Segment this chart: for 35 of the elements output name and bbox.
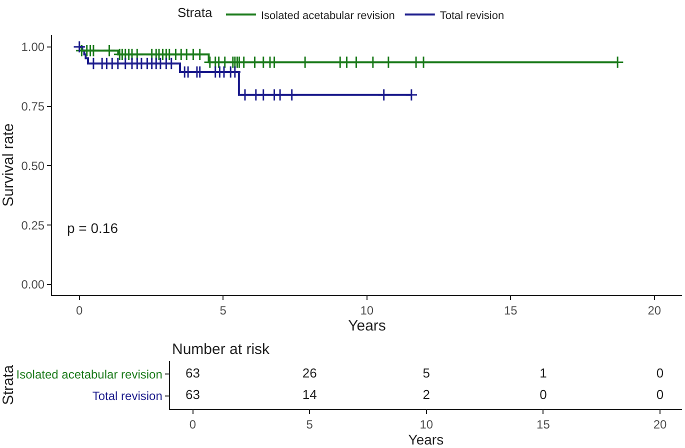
data-label: 63 [186,387,200,402]
y-tick-label: 0.25 [21,218,45,232]
x-tick-label: 5 [306,418,314,432]
legend-label: Total revision [440,10,504,22]
x-tick-label: 10 [420,418,434,432]
annotation: p = 0.16 [67,220,118,236]
data-label: 5 [422,365,430,380]
x-tick-label: 20 [648,304,662,318]
legend-title: Strata [178,4,213,20]
y-axis-title: Survival rate [0,123,17,207]
chart-title: Number at risk [172,341,270,358]
x-tick-label: 20 [653,418,668,432]
data-label: 1 [540,365,547,380]
data-label: 26 [302,365,317,380]
x-axis-title: Years [408,432,444,448]
legend-label: Isolated acetabular revision [260,10,395,22]
x-tick-label: 0 [189,418,196,432]
data-label: 2 [422,387,430,402]
y-tick-label: 0.00 [21,278,45,292]
data-label: 63 [186,365,200,380]
data-label: 14 [302,387,317,402]
data-label: 0 [656,387,664,402]
x-tick-label: 10 [360,304,374,318]
data-label: 0 [656,365,664,380]
y-tick-label: Isolated acetabular revision [16,367,162,382]
y-tick-label: 1.00 [21,40,45,54]
y-tick-label: 0.75 [21,99,45,114]
data-label: 0 [540,387,547,402]
x-tick-label: 5 [220,304,227,318]
x-tick-label: 15 [504,304,518,318]
y-tick-label: 0.50 [21,158,45,173]
x-tick-label: 15 [536,418,550,432]
x-tick-label: 0 [76,304,84,318]
y-axis-title: Strata [0,364,17,406]
x-axis-title: Years [348,318,386,335]
